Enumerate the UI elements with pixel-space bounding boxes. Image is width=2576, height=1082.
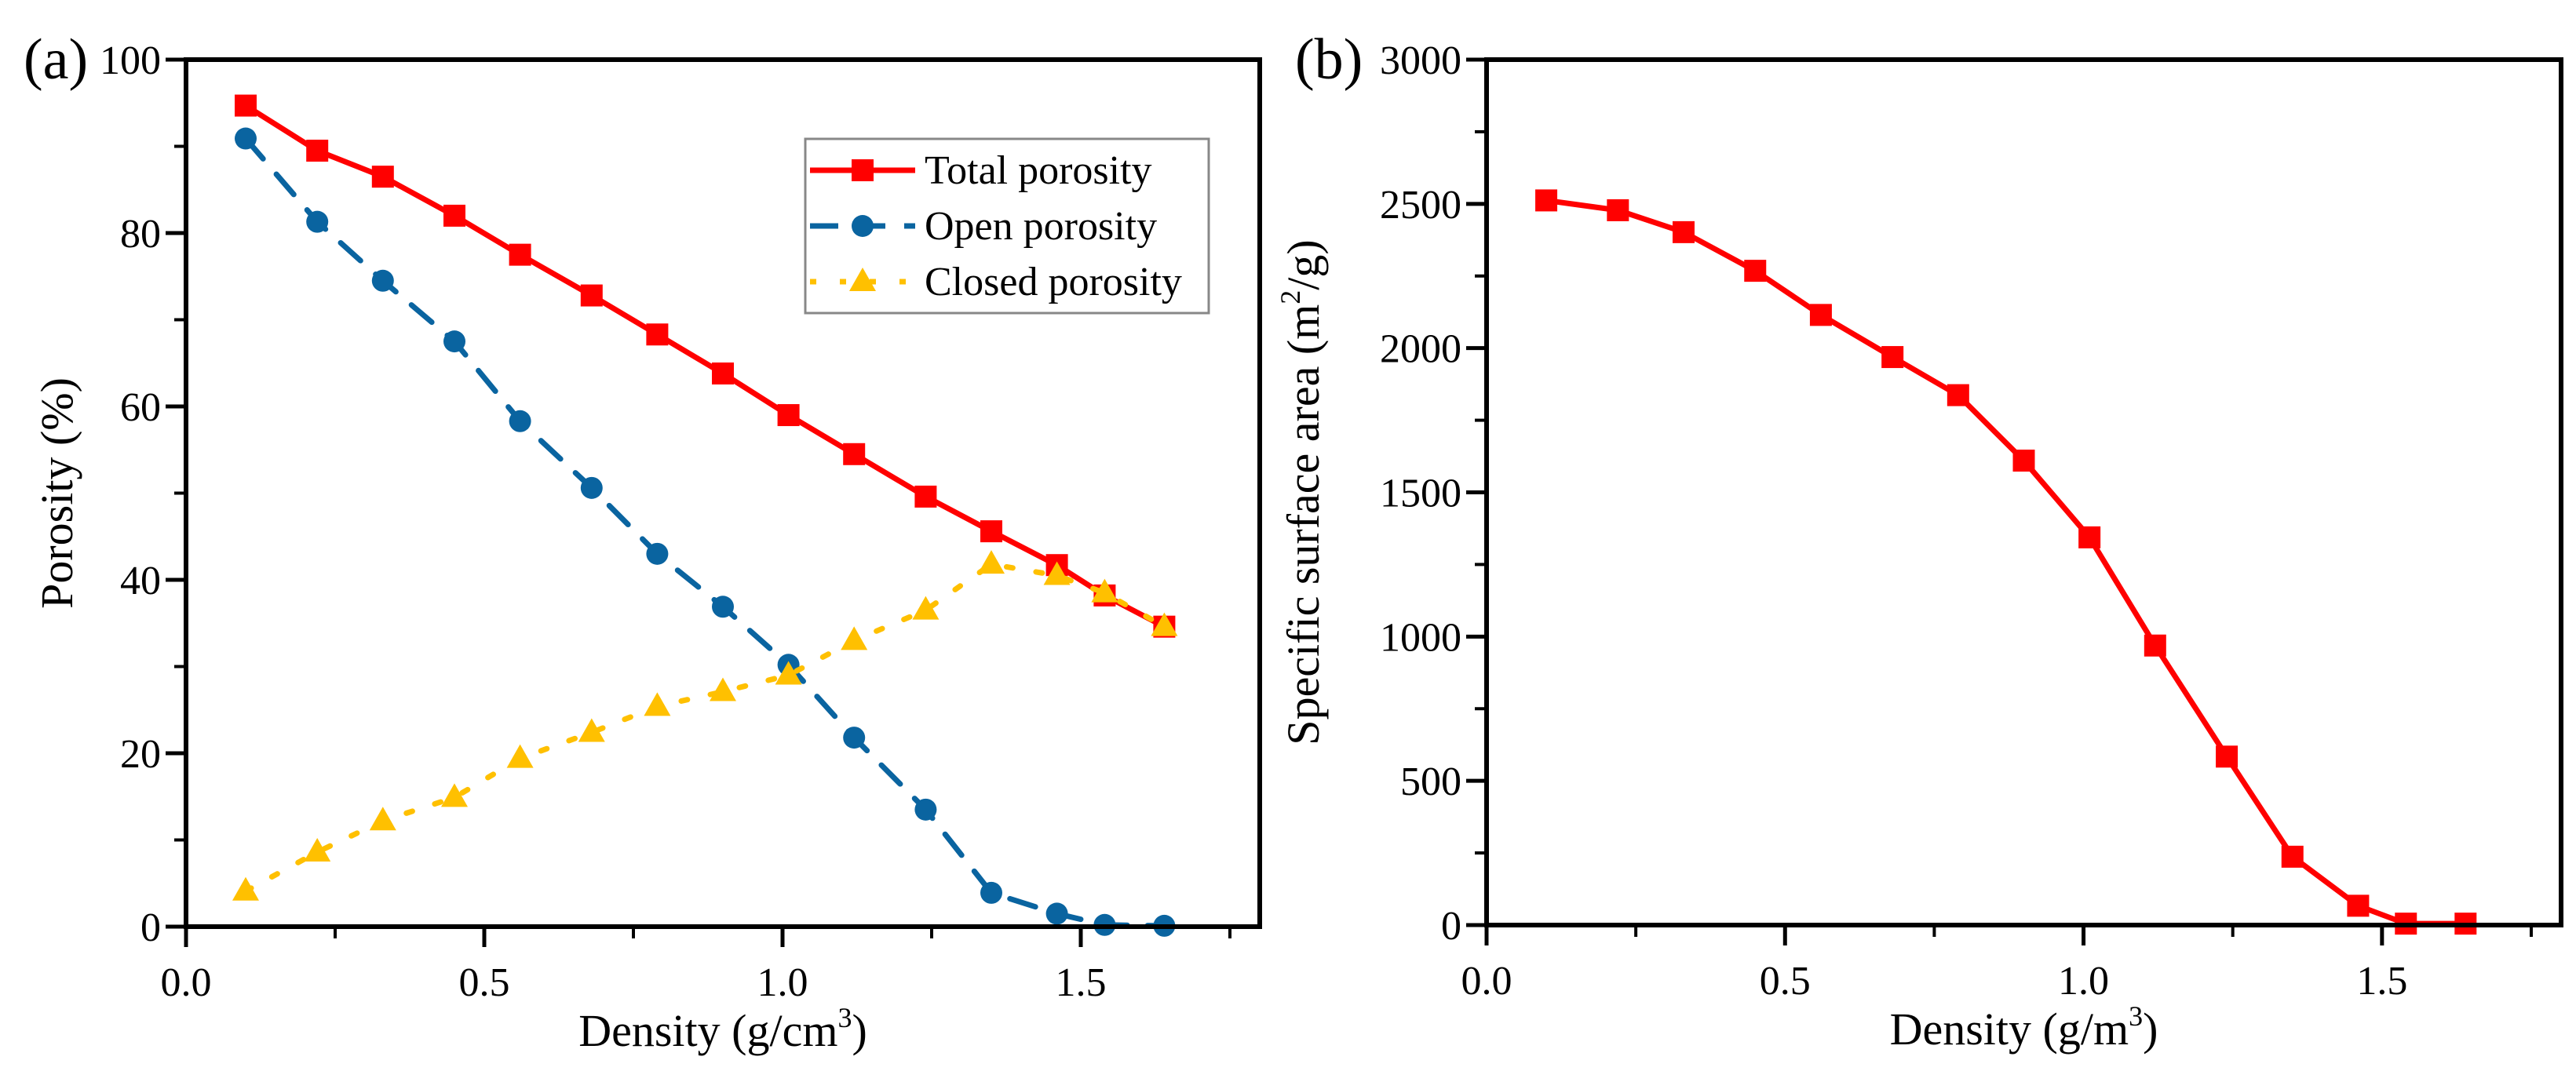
data-point (710, 677, 736, 701)
data-point (1947, 384, 1969, 406)
data-point (1607, 199, 1629, 221)
data-point (580, 284, 603, 307)
x-tick-label: 1.0 (2058, 959, 2109, 1004)
data-point (2347, 894, 2370, 917)
legend-marker (852, 215, 874, 237)
panel-label: (a) (24, 27, 88, 92)
y-tick-label: 100 (100, 38, 161, 83)
data-point (2144, 634, 2166, 657)
data-point (2012, 450, 2035, 472)
x-tick-label: 0.5 (1760, 959, 1811, 1004)
y-tick-label: 3000 (1380, 38, 1461, 83)
data-point (914, 485, 937, 508)
data-point (914, 798, 937, 821)
legend: Total porosity Open porosity Closed porosi… (804, 137, 1210, 315)
chart-a: 0.0 0.5 1.0 1.5 0 20 40 60 80 100 Density (g/cm3) P… (24, 27, 1262, 1056)
data-point (1043, 561, 1071, 585)
y-axis-title: Porosity (%) (31, 377, 82, 609)
data-point (509, 410, 531, 432)
data-point (912, 596, 940, 620)
data-point (712, 596, 734, 618)
x-tick-label: 1.5 (2356, 959, 2407, 1004)
y-tick-label: 60 (120, 385, 161, 430)
data-point (371, 269, 394, 292)
data-point (506, 744, 534, 768)
data-point (1535, 189, 1558, 212)
data-point (509, 243, 531, 266)
x-tick-label: 0.0 (161, 960, 212, 1005)
x-tick-label: 1.5 (1056, 960, 1107, 1005)
y-tick-label: 0 (140, 905, 161, 950)
data-point (306, 140, 329, 162)
data-point (843, 727, 866, 749)
y-tick-label: 1000 (1380, 615, 1461, 660)
x-tick-label: 1.0 (757, 960, 808, 1005)
data-point (646, 323, 669, 346)
data-point (843, 443, 866, 465)
legend-item: Closed porosity (810, 260, 1182, 304)
series-line (1545, 197, 2466, 927)
data-point (1809, 304, 1832, 326)
y-tick-label: 1500 (1380, 472, 1461, 516)
y-tick-label: 500 (1400, 760, 1461, 804)
y-tick-label: 20 (120, 732, 161, 777)
data-point (1045, 902, 1068, 925)
series-specific-surface-area (1535, 189, 2477, 935)
data-point (777, 404, 800, 427)
data-point (371, 166, 394, 188)
legend-label: Open porosity (925, 204, 1157, 249)
y-axis-title: Specific surface area (m2/g) (1275, 239, 1329, 745)
y-tick-label: 2500 (1380, 183, 1461, 228)
data-point (712, 362, 734, 385)
data-point (2281, 845, 2304, 868)
data-point (580, 476, 603, 499)
x-tick-label: 0.5 (459, 960, 510, 1005)
data-point (1672, 220, 1695, 243)
data-point (1881, 346, 1904, 369)
series-closed-porosity (232, 550, 1178, 901)
data-point (646, 542, 669, 565)
data-point (2216, 745, 2238, 768)
legend-label: Closed porosity (925, 260, 1182, 304)
legend-label: Total porosity (925, 148, 1152, 193)
legend-item: Total porosity (810, 148, 1152, 193)
data-point (2078, 526, 2101, 548)
data-point (644, 692, 671, 716)
chart-b: 0.0 0.5 1.0 1.5 0 500 1000 1500 2000 2500 3000 Dens… (1275, 27, 2563, 1055)
data-point (235, 127, 257, 150)
data-point (1744, 260, 1767, 282)
data-point (980, 881, 1002, 904)
data-point (369, 807, 396, 831)
data-point (443, 204, 465, 227)
data-point (235, 94, 257, 117)
data-point (1151, 612, 1178, 636)
plot-frame (1484, 57, 2563, 927)
legend-marker (849, 268, 876, 291)
y-tick-label: 2000 (1380, 327, 1461, 372)
panel-label: (b) (1295, 27, 1363, 92)
series-line (243, 561, 1167, 894)
y-tick-label: 40 (120, 559, 161, 603)
data-point (841, 626, 868, 650)
data-point (443, 330, 465, 353)
legend-item: Open porosity (810, 204, 1157, 249)
data-point (441, 783, 468, 807)
y-tick-label: 80 (120, 212, 161, 257)
x-axis-title: Density (g/m3) (1890, 1000, 2158, 1055)
x-axis-title: Density (g/cm3) (578, 1002, 867, 1056)
legend-marker (852, 159, 874, 181)
y-tick-label: 0 (1441, 904, 1461, 949)
data-point (775, 661, 802, 685)
data-point (980, 520, 1002, 543)
data-point (306, 210, 329, 233)
data-point (232, 876, 259, 901)
data-point (578, 718, 605, 742)
data-point (304, 837, 331, 862)
data-point (1091, 578, 1118, 603)
x-tick-label: 0.0 (1461, 959, 1512, 1004)
data-point (978, 550, 1005, 574)
